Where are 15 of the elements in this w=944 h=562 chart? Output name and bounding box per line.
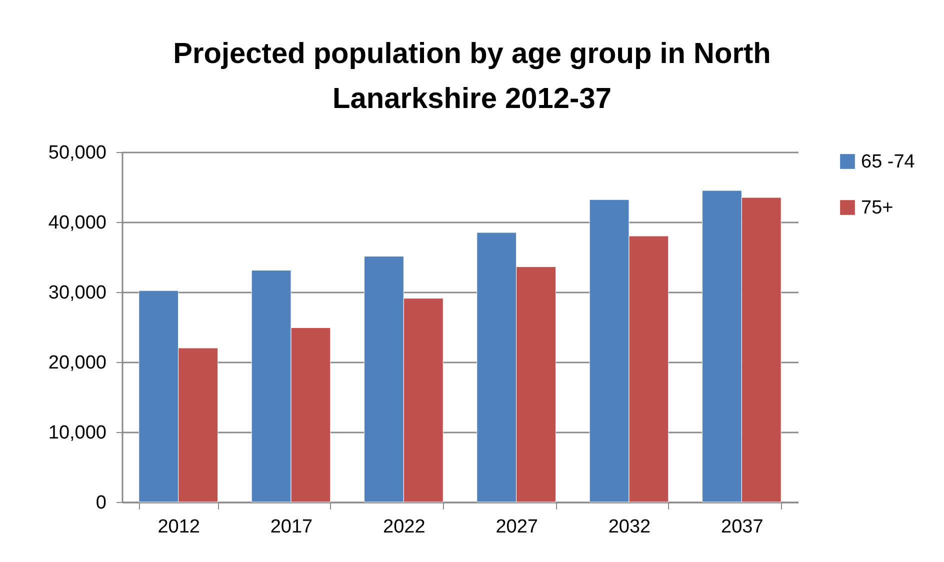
x-tick-label: 2012: [158, 516, 200, 538]
chart-title: Projected population by age group in North Lanarkshire 2012-37: [172, 37, 772, 117]
legend-label: 65 -74: [861, 152, 916, 172]
legend-label: 75+: [861, 198, 894, 218]
x-tick-label: 2027: [496, 516, 538, 538]
y-tick-label: 40,000: [48, 212, 106, 234]
x-tick-label: 2017: [270, 516, 313, 538]
x-tick-label: 2022: [383, 516, 426, 538]
x-tick-label: 2037: [721, 516, 764, 538]
y-tick-label: 20,000: [48, 352, 106, 374]
y-tick-label: 50,000: [48, 142, 106, 164]
x-tick-label: 2032: [608, 516, 651, 538]
y-tick-label: 10,000: [48, 422, 106, 444]
y-tick-label: 30,000: [48, 282, 106, 304]
y-tick-label: 0: [96, 492, 106, 514]
